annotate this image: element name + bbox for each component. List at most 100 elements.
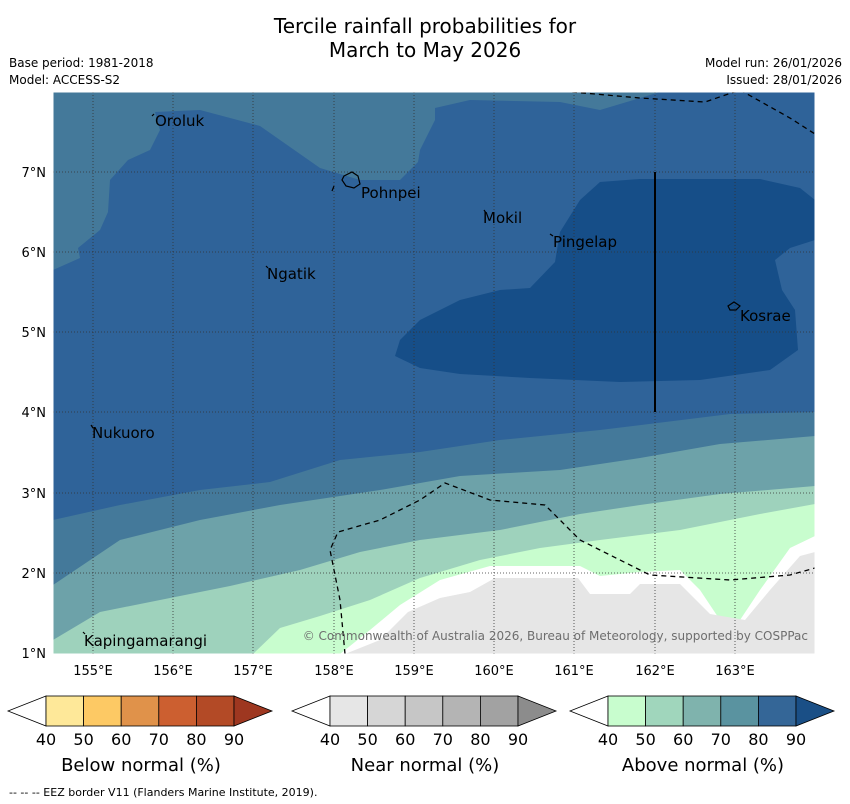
- lat-label: 3°N: [22, 487, 47, 502]
- colorbar-near-ticks: 40 50 60 70 80 90: [320, 730, 528, 749]
- colorbar-tick: 90: [224, 730, 244, 749]
- legend-near-label: Near normal (%): [350, 755, 500, 776]
- colorbar-extend-high: [517, 695, 558, 727]
- colorbar-segment: [720, 695, 759, 727]
- colorbar-segment: [607, 695, 646, 727]
- colorbar-near: 40 50 60 70 80 90: [290, 695, 558, 749]
- model-name: Model: ACCESS-S2: [9, 73, 121, 87]
- place-pingelap: Pingelap: [553, 233, 617, 251]
- colorbar-above: 40 50 60 70 80 90: [568, 695, 836, 749]
- place-oroluk: Oroluk: [155, 112, 204, 130]
- map-frame: [52, 91, 816, 655]
- colorbar-below-ticks: 40 50 60 70 80 90: [36, 730, 244, 749]
- meta-right: Model run: 26/01/2026 Issued: 28/01/2026: [705, 55, 842, 89]
- colorbar-segment: [158, 695, 197, 727]
- meta-left: Base period: 1981-2018 Model: ACCESS-S2: [9, 55, 154, 89]
- colorbar-tick: 60: [111, 730, 131, 749]
- colorbar-below: 40 50 60 70 80 90: [6, 695, 274, 749]
- colorbar-segment: [120, 695, 160, 727]
- colorbar-tick: 50: [73, 730, 93, 749]
- issued-date: Issued: 28/01/2026: [726, 73, 842, 87]
- pingelap-atoll: [549, 233, 554, 237]
- colorbar-segment: [442, 695, 481, 727]
- footnote: -- -- -- EEZ border V11 (Flanders Marine…: [9, 786, 318, 799]
- place-nukuoro: Nukuoro: [92, 424, 155, 442]
- ngatik-atoll: [265, 265, 269, 269]
- lon-label: 163°E: [715, 664, 755, 679]
- model-run: Model run: 26/01/2026: [704, 56, 842, 70]
- mokil-atoll: [483, 209, 487, 214]
- colorbar-tick: 80: [748, 730, 768, 749]
- colorbar-tick: 60: [395, 730, 415, 749]
- colorbar-tick: 70: [433, 730, 453, 749]
- oroluk-atoll: [151, 113, 155, 117]
- colorbar-tick: 70: [149, 730, 169, 749]
- colorbar-tick: 90: [508, 730, 528, 749]
- colorbar-segment: [45, 695, 84, 727]
- base-period: Base period: 1981-2018: [9, 56, 154, 70]
- copyright-text: © Commonwealth of Australia 2026, Bureau…: [303, 629, 808, 643]
- lat-label: 1°N: [22, 647, 47, 662]
- lon-label: 161°E: [554, 664, 594, 679]
- lat-label: 7°N: [22, 166, 47, 181]
- colorbar-segment: [682, 695, 722, 727]
- colorbar-tick: 70: [711, 730, 731, 749]
- colorbar-tick: 90: [786, 730, 806, 749]
- place-labels: Oroluk Pohnpei Mokil Pingelap Ngatik Kos…: [84, 112, 791, 650]
- place-kapingamarangi: Kapingamarangi: [84, 632, 207, 650]
- lon-label: 155°E: [73, 664, 113, 679]
- colorbar-tick: 80: [470, 730, 490, 749]
- colorbar-extend-low: [290, 695, 331, 727]
- colorbar-segment: [329, 695, 368, 727]
- lon-label: 162°E: [635, 664, 675, 679]
- place-ngatik: Ngatik: [267, 265, 316, 283]
- legend-above-label: Above normal (%): [621, 755, 785, 776]
- colorbar-segment: [195, 695, 235, 727]
- lat-label: 5°N: [22, 326, 47, 341]
- lon-labels: 155°E 156°E 157°E 158°E 159°E 160°E 161°…: [73, 664, 755, 679]
- place-kosrae: Kosrae: [740, 307, 791, 325]
- colorbar-segment: [404, 695, 444, 727]
- eez-border: [329, 92, 815, 654]
- colorbar-above-ticks: 40 50 60 70 80 90: [598, 730, 806, 749]
- colorbar-tick: 60: [673, 730, 693, 749]
- title-line-2: March to May 2026: [328, 38, 522, 62]
- lat-label: 4°N: [22, 406, 47, 421]
- lat-label: 6°N: [22, 246, 47, 261]
- pohnpei-island: [341, 171, 361, 189]
- lon-label: 158°E: [314, 664, 354, 679]
- place-pohnpei: Pohnpei: [361, 184, 421, 202]
- lat-labels: 7°N 6°N 5°N 4°N 3°N 2°N 1°N: [22, 166, 47, 662]
- colorbar-tick: 40: [320, 730, 340, 749]
- nukuoro-atoll: [90, 424, 94, 429]
- colorbar-extend-high: [233, 695, 274, 727]
- colorbar-extend-high: [795, 695, 836, 727]
- lon-label: 157°E: [233, 664, 273, 679]
- lon-label: 160°E: [474, 664, 514, 679]
- map[interactable]: Oroluk Pohnpei Mokil Pingelap Ngatik Kos…: [0, 0, 850, 690]
- lon-label: 156°E: [153, 664, 193, 679]
- colorbar-above-segments: [568, 695, 836, 727]
- colorbar-segment: [757, 695, 797, 727]
- legend-below-label: Below normal (%): [61, 755, 221, 776]
- place-mokil: Mokil: [483, 209, 522, 227]
- colorbar-extend-low: [568, 695, 609, 727]
- colorbar-segment: [479, 695, 519, 727]
- colorbar-tick: 50: [635, 730, 655, 749]
- colorbar-segment: [367, 695, 406, 727]
- colorbar-segment: [645, 695, 684, 727]
- colorbar-tick: 80: [186, 730, 206, 749]
- zone-90-plus: [395, 179, 815, 382]
- title-line-1: Tercile rainfall probabilities for: [273, 14, 577, 38]
- islands: [82, 113, 741, 635]
- colorbar-below-segments: [6, 695, 274, 727]
- lon-label: 159°E: [394, 664, 434, 679]
- colorbar-tick: 40: [598, 730, 618, 749]
- probability-field: [53, 92, 815, 654]
- colorbar-near-segments: [290, 695, 558, 727]
- lat-label: 2°N: [22, 567, 47, 582]
- kapingamarangi-atoll: [82, 631, 86, 635]
- kosrae-island: [727, 301, 741, 311]
- colorbar-tick: 40: [36, 730, 56, 749]
- colorbar-tick: 50: [357, 730, 377, 749]
